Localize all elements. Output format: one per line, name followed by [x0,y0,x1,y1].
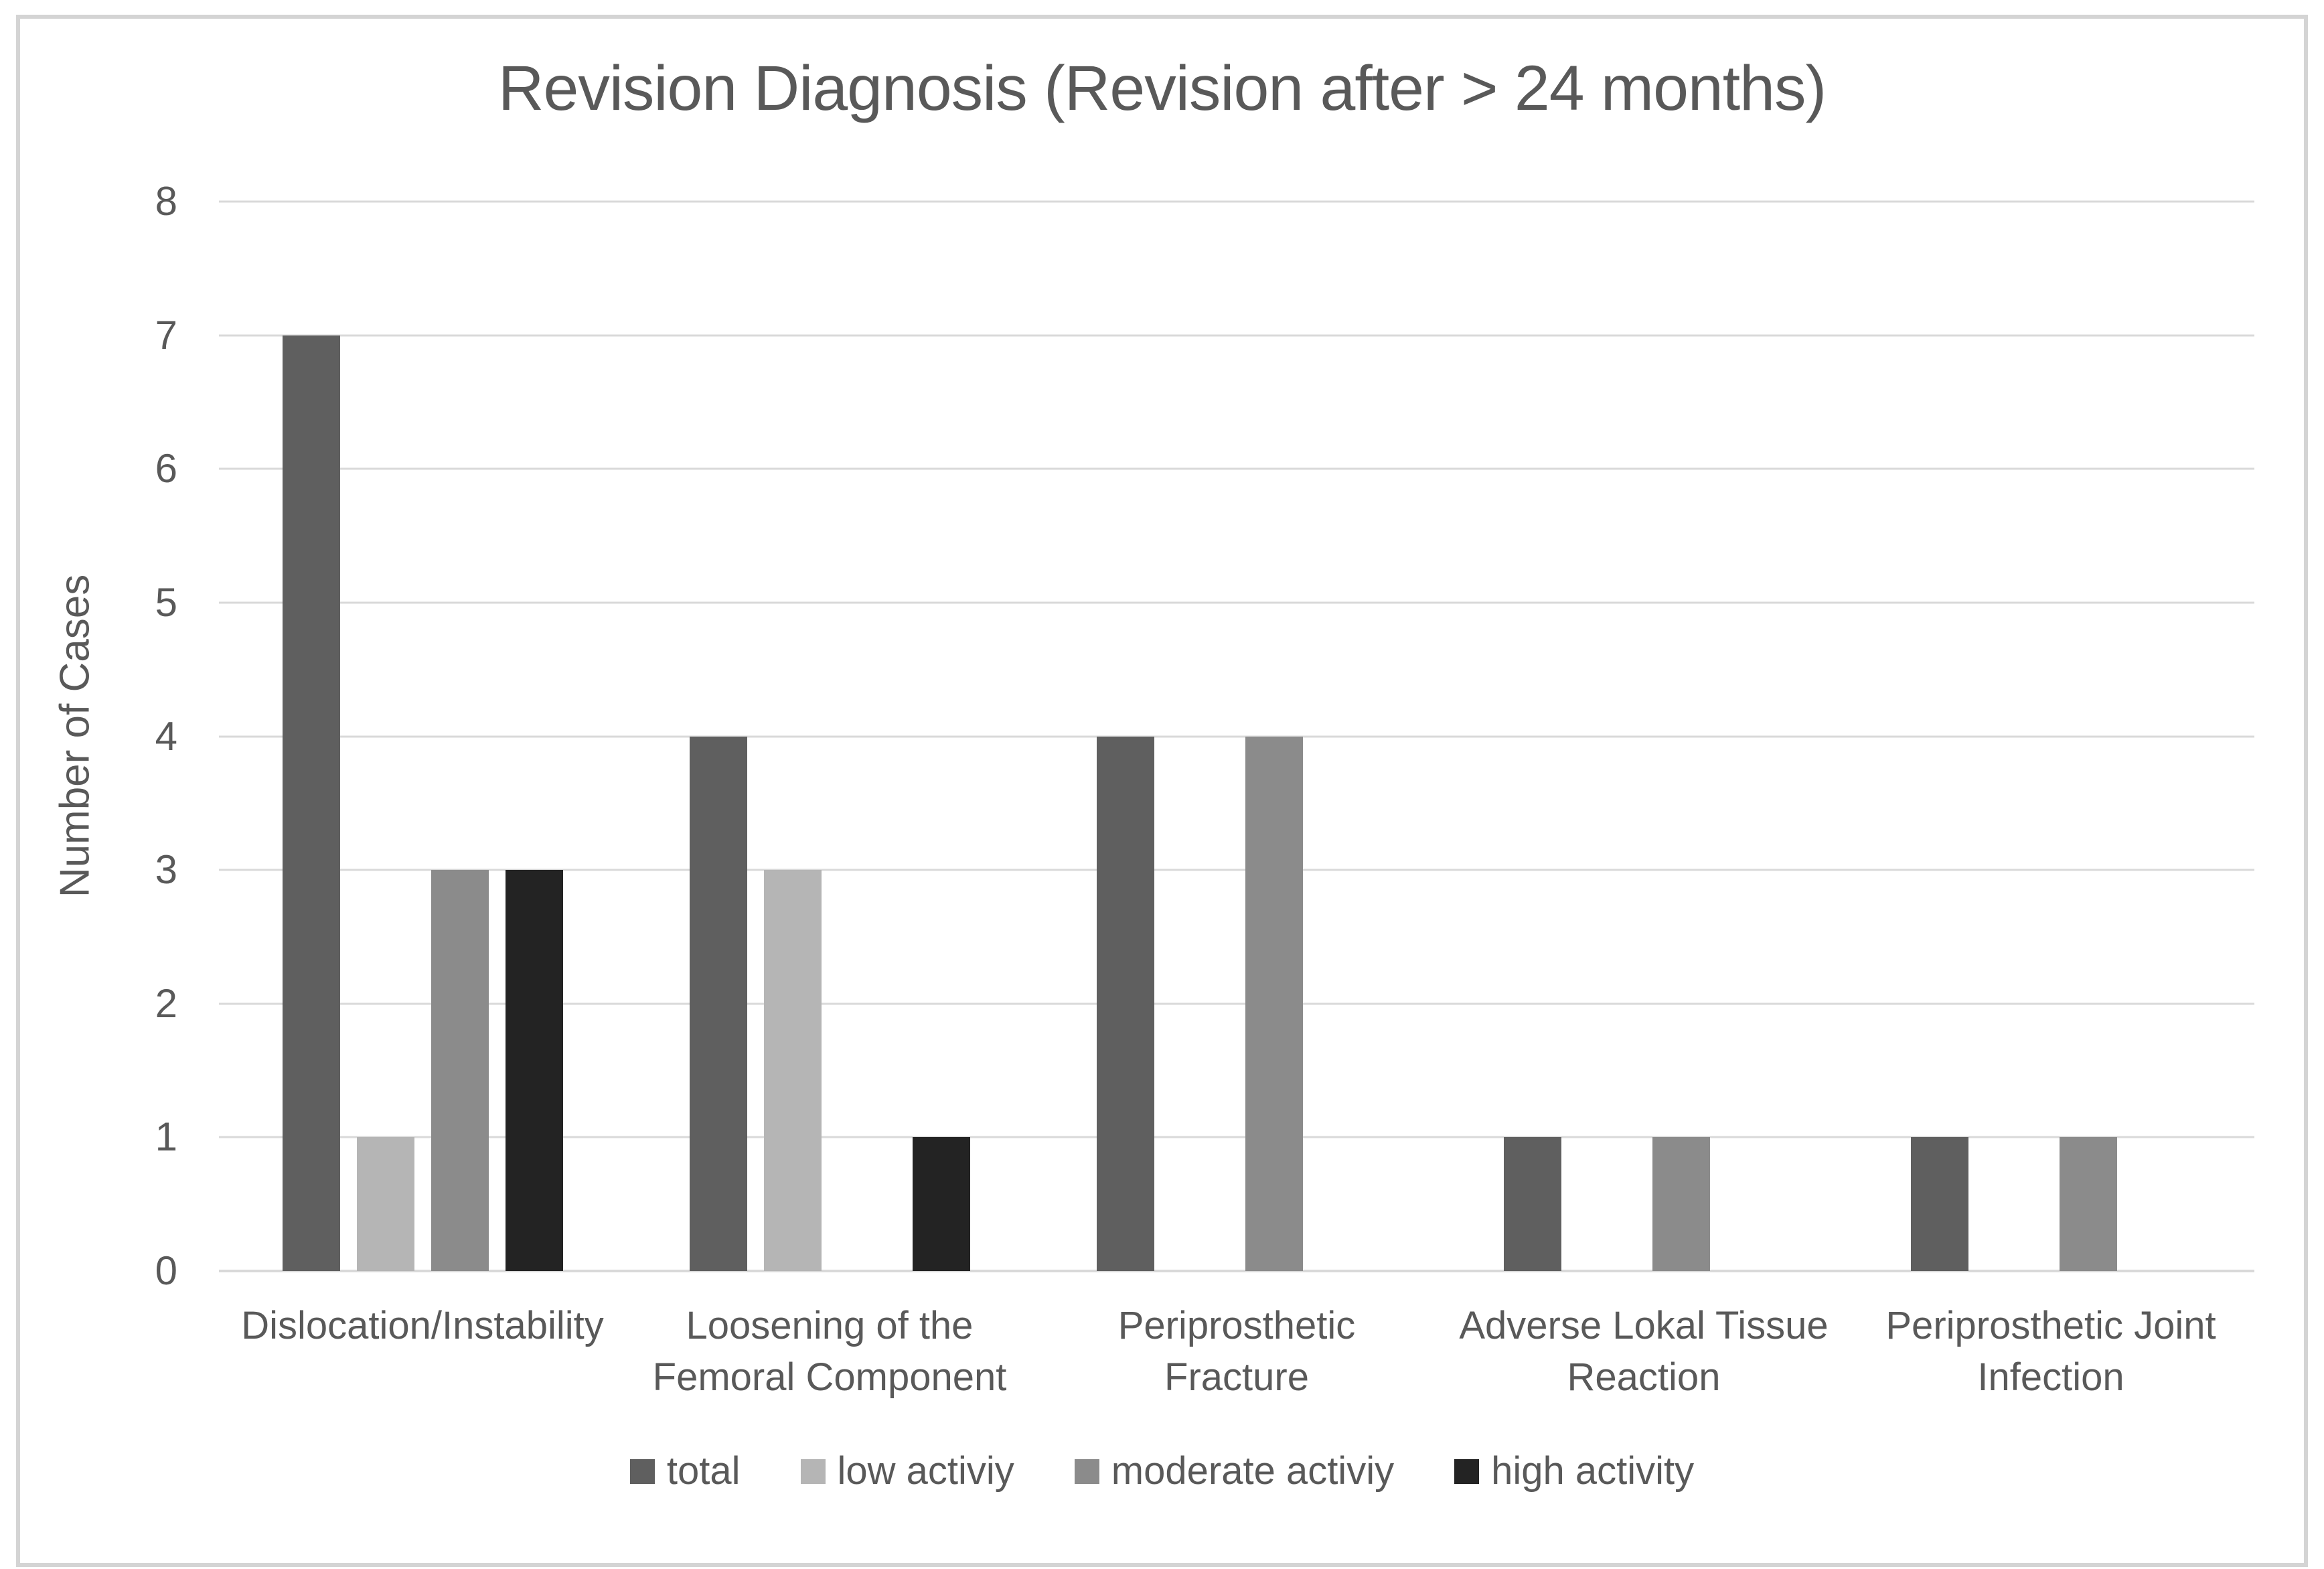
bar-group [219,202,626,1271]
y-axis-tick-label: 7 [155,312,177,358]
bar-moderate-activiy [431,870,489,1271]
y-axis-tick-label: 8 [155,179,177,224]
legend: total low activiy moderate activiy high act… [0,1452,2324,1491]
legend-swatch [629,1459,655,1484]
x-category-label: Periprosthetic Joint Infection [1885,1304,2216,1399]
y-axis-tick-label: 6 [155,446,177,492]
gridline [219,200,2254,203]
y-axis-tick-label: 5 [155,579,177,625]
bar-group [1847,202,2254,1271]
bar-high-activity [505,870,563,1271]
x-axis: Dislocation/Instability Loosening of the … [219,1300,2254,1403]
bar-low-activiy [763,870,822,1271]
chart-title: Revision Diagnosis (Revision after > 24 … [497,53,1827,124]
bar-moderate-activiy [2059,1137,2117,1271]
gridline [219,1270,2254,1272]
x-category-label: Loosening of the Femoral Component [652,1304,1007,1399]
gridline [219,467,2254,470]
y-axis-tick-label: 4 [155,713,177,759]
bar-total [1096,736,1154,1271]
bar-total [282,335,340,1271]
legend-item-moderate-activiy: moderate activiy [1074,1449,1395,1493]
y-axis-tick-label: 3 [155,847,177,893]
x-category-label: Periprosthetic Fracture [1117,1304,1356,1399]
x-category-label: Dislocation/Instability [241,1304,604,1347]
y-axis-tick-label: 2 [155,980,177,1026]
bar-groups [219,202,2254,1271]
legend-item-total: total [629,1449,741,1493]
bar-moderate-activiy [1245,736,1303,1271]
y-axis-tick-label: 0 [155,1248,177,1293]
bar-low-activiy [356,1137,414,1271]
legend-swatch [800,1459,826,1484]
gridline [219,601,2254,604]
bar-group [1440,202,1847,1271]
gridline [219,334,2254,337]
y-axis-tick-label: 1 [155,1114,177,1160]
bar-total [689,736,747,1271]
legend-swatch [1454,1459,1480,1484]
bar-group [1033,202,1440,1271]
legend-label: low activiy [837,1449,1014,1493]
gridline [219,1002,2254,1005]
chart-border-frame [16,15,2308,1567]
x-category-label: Adverse Lokal Tissue Reaction [1459,1304,1829,1399]
y-axis: 0 1 2 3 4 5 6 7 8 [64,181,177,1291]
bar-high-activity [912,1137,970,1271]
gridline [219,1136,2254,1138]
gridline [219,869,2254,871]
bar-total [1503,1137,1561,1271]
plot-area [219,200,2254,1272]
legend-item-high-activity: high activity [1454,1452,1694,1491]
legend-label: total [666,1449,741,1493]
legend-label: moderate activiy [1111,1449,1395,1493]
bar-group [626,202,1033,1271]
bar-moderate-activiy [1652,1137,1710,1271]
bar-total [1910,1137,1968,1271]
gridline [219,735,2254,737]
legend-swatch [1074,1459,1099,1484]
legend-item-low-activiy: low activiy [800,1449,1014,1493]
legend-label: high activity [1491,1449,1695,1493]
